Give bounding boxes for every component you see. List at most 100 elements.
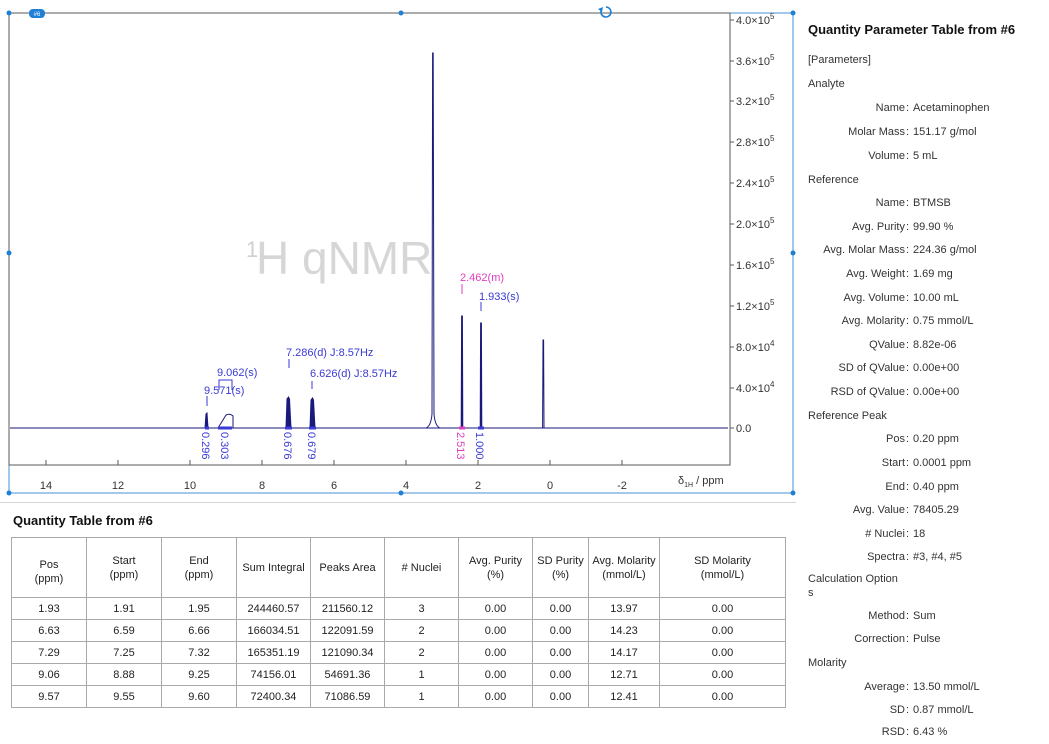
- peak-9062: [217, 413, 234, 429]
- table-cell: 1: [384, 685, 459, 708]
- spectrum-plot[interactable]: 1 H qNMR 2.462(m) 1.933(s) 7.286(d) J:8.…: [0, 0, 798, 500]
- parameter-row: Volume:5 mL: [868, 150, 938, 162]
- column-header[interactable]: Avg. Purity (%): [458, 537, 533, 598]
- peak-solvent: [425, 52, 441, 429]
- x-tick-label: 10: [184, 480, 196, 492]
- section-heading: Calculation Option: [808, 573, 898, 585]
- peak-7286: [285, 396, 292, 429]
- column-header[interactable]: Avg. Molarity (mmol/L): [588, 537, 660, 598]
- peak-label: 9.062(s): [217, 367, 257, 379]
- table-cell: 12.41: [588, 685, 660, 708]
- table-cell: 0.00: [532, 619, 589, 642]
- integral-value: 0.303: [218, 432, 230, 460]
- table-cell: 6.59: [86, 619, 162, 642]
- table-cell: 9.55: [86, 685, 162, 708]
- table-cell: 2: [384, 619, 459, 642]
- table-cell: 0.00: [532, 663, 589, 686]
- table-cell: 0.00: [659, 641, 786, 664]
- resize-handle[interactable]: [790, 250, 796, 256]
- table-cell: 0.00: [532, 597, 589, 620]
- resize-handle[interactable]: [398, 10, 404, 16]
- integral-value: 0.679: [305, 432, 317, 460]
- parameter-row: Avg. Value:78405.29: [852, 504, 959, 516]
- parameter-row: RSD:6.43 %: [881, 726, 948, 738]
- table-cell: 13.97: [588, 597, 660, 620]
- resize-handle[interactable]: [790, 10, 796, 16]
- column-header[interactable]: End (ppm): [161, 537, 237, 598]
- section-heading: Analyte: [808, 78, 845, 90]
- resize-handle[interactable]: [398, 490, 404, 496]
- table-cell: 0.00: [458, 597, 533, 620]
- table-cell: 2: [384, 641, 459, 664]
- y-tick-label: 0.0: [736, 423, 751, 435]
- parameter-row: Method: Sum: [868, 610, 936, 622]
- parameter-row: Start:0.0001 ppm: [881, 457, 972, 469]
- table-cell: 122091.59: [310, 619, 385, 642]
- table-cell: 0.00: [532, 641, 589, 664]
- column-header[interactable]: Sum Integral: [236, 537, 311, 598]
- table-cell: 0.00: [458, 641, 533, 664]
- section-heading: Reference: [808, 174, 859, 186]
- table-cell: 74156.01: [236, 663, 311, 686]
- table-cell: 9.25: [161, 663, 237, 686]
- quantity-table-title: Quantity Table from #6: [13, 513, 153, 528]
- parameter-row: Avg. Volume:10.00 mL: [843, 292, 959, 304]
- column-header[interactable]: Pos (ppm): [11, 537, 87, 598]
- quantity-table-panel: Quantity Table from #6 Pos (ppm) Start (pp…: [0, 502, 796, 744]
- column-header[interactable]: SD Molarity (mmol/L): [659, 537, 786, 598]
- resize-handle[interactable]: [790, 490, 796, 496]
- resize-handle[interactable]: [6, 10, 12, 16]
- peak-2462: [460, 315, 464, 429]
- table-cell: 0.00: [659, 597, 786, 620]
- column-header[interactable]: # Nuclei: [384, 537, 459, 598]
- table-cell: 9.60: [161, 685, 237, 708]
- peak-9571: [204, 411, 209, 429]
- x-axis: 14 12 10 8 6 4 2 0 -2 δ1H / ppm: [40, 460, 724, 492]
- table-cell: 9.57: [11, 685, 87, 708]
- table-cell: 71086.59: [310, 685, 385, 708]
- peak-reference: [542, 339, 545, 429]
- parameter-row: Average:13.50 mmol/L: [864, 681, 980, 693]
- parameter-row: Pos:0.20 ppm: [886, 433, 959, 445]
- y-tick-label: 2.4×105: [736, 175, 775, 190]
- x-tick-label: 2: [475, 480, 481, 492]
- table-row[interactable]: 9.06 8.88 9.25 74156.01 54691.36 1 0.00 …: [11, 663, 786, 686]
- y-tick-label: 2.0×105: [736, 216, 775, 231]
- table-cell: 166034.51: [236, 619, 311, 642]
- table-cell: 6.66: [161, 619, 237, 642]
- parameter-row: Spectra: #3, #4, #5: [867, 551, 962, 563]
- table-cell: 0.00: [659, 663, 786, 686]
- table-row[interactable]: 9.57 9.55 9.60 72400.34 71086.59 1 0.00 …: [11, 685, 786, 708]
- parameter-row: Molar Mass:151.17 g/mol: [848, 126, 977, 138]
- spectrum-panel[interactable]: 1 H qNMR 2.462(m) 1.933(s) 7.286(d) J:8.…: [0, 0, 798, 500]
- table-row[interactable]: 6.63 6.59 6.66 166034.51 122091.59 2 0.0…: [11, 619, 786, 642]
- resize-handle[interactable]: [6, 250, 12, 256]
- table-cell: 7.25: [86, 641, 162, 664]
- table-cell: 14.17: [588, 641, 660, 664]
- table-cell: 7.32: [161, 641, 237, 664]
- integral-value: 2.513: [454, 432, 466, 460]
- parameter-row: Avg. Molarity:0.75 mmol/L: [841, 315, 974, 327]
- x-tick-label: 6: [331, 480, 337, 492]
- quantity-table[interactable]: Pos (ppm) Start (ppm) End (ppm) Sum Integra…: [11, 537, 786, 708]
- column-header[interactable]: Peaks Area: [310, 537, 385, 598]
- table-cell: 8.88: [86, 663, 162, 686]
- peak-label: 2.462(m): [460, 272, 504, 284]
- rotate-handle-icon[interactable]: [598, 6, 612, 18]
- table-cell: 0.00: [458, 685, 533, 708]
- column-header[interactable]: SD Purity (%): [532, 537, 589, 598]
- spectrum-badge[interactable]: [29, 9, 45, 18]
- peak-label: 6.626(d) J:8.57Hz: [310, 368, 397, 380]
- table-row[interactable]: 7.29 7.25 7.32 165351.19 121090.34 2 0.0…: [11, 641, 786, 664]
- parameter-row: Correction: Pulse: [854, 633, 941, 645]
- column-header[interactable]: Start (ppm): [86, 537, 162, 598]
- parameter-row: Name: BTMSB: [875, 197, 951, 209]
- table-row[interactable]: 1.93 1.91 1.95 244460.57 211560.12 3 0.0…: [11, 597, 786, 620]
- table-cell: 244460.57: [236, 597, 311, 620]
- y-tick-label: 1.6×105: [736, 257, 775, 272]
- table-cell: 54691.36: [310, 663, 385, 686]
- peak-label: 9.571(s): [204, 385, 244, 397]
- table-cell: 0.00: [659, 619, 786, 642]
- table-cell: 211560.12: [310, 597, 385, 620]
- resize-handle[interactable]: [6, 490, 12, 496]
